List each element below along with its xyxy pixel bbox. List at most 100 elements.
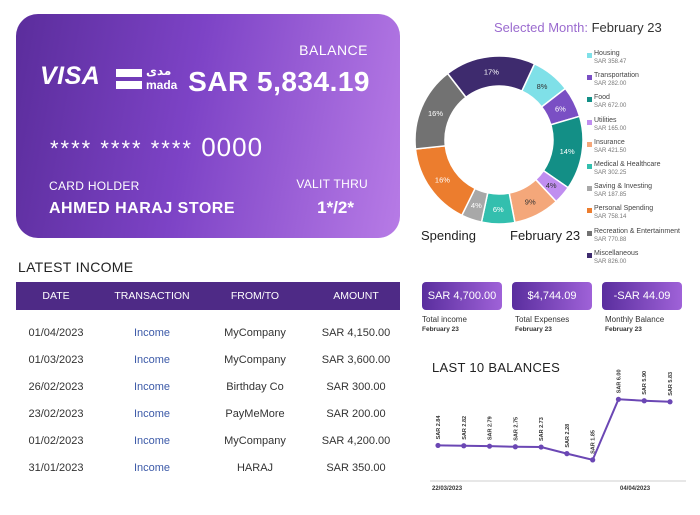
legend-name: Food [594, 94, 610, 102]
mada-arabic-text: مدى [146, 64, 172, 78]
legend-item: Miscellaneous SAR 826.00 [587, 250, 697, 272]
balance-point-label: SAR 2.28 [565, 424, 571, 448]
balances-start-date: 22/03/2023 [432, 486, 463, 492]
total-expenses-label: Total Expenses [515, 315, 570, 324]
legend-swatch [587, 186, 592, 192]
legend-swatch [587, 53, 592, 58]
balance-point [615, 396, 622, 402]
donut-slice-label: 4% [546, 181, 557, 190]
balance-point [667, 399, 673, 405]
legend-amount: SAR 758.14 [594, 214, 627, 221]
spending-label: Spending [421, 228, 476, 243]
mada-english-text: mada [146, 78, 178, 92]
legend-item: Saving & Investing SAR 187.85 [587, 183, 697, 205]
legend-item: Transportation SAR 282.00 [587, 72, 697, 94]
legend-name: Transportation [594, 72, 639, 80]
balance-point-label: SAR 2.84 [436, 415, 442, 440]
monthly-balance-label: Monthly Balance [605, 315, 665, 324]
legend-name: Insurance [594, 138, 625, 146]
legend-amount: SAR 165.00 [594, 125, 627, 132]
row-amount: SAR 300.00 [326, 381, 386, 393]
header-amount: AMOUNT [333, 290, 379, 302]
row-amount: SAR 3,600.00 [321, 354, 391, 366]
row-transaction: Income [133, 462, 171, 474]
row-amount: SAR 350.00 [326, 462, 386, 474]
balance-point-label: SAR 5.83 [668, 372, 674, 396]
donut-slice-label: 9% [525, 198, 536, 207]
row-transaction: Income [133, 354, 171, 366]
balances-line-chart: SAR 2.84 SAR 2.82 SAR 2.79 SAR 2.75 SAR 2.73… [430, 369, 686, 482]
visa-logo: VISA [40, 62, 101, 90]
mada-bars-icon [116, 69, 142, 89]
monthly-balance-box: -SAR 44.09 [602, 282, 682, 310]
donut-slice [446, 55, 536, 99]
total-income-month: February 23 [422, 326, 459, 333]
spending-legend: Housing SAR 358.47 Transportation SAR 282.0… [587, 50, 697, 272]
balance-point [486, 443, 493, 449]
header-date: DATE [42, 290, 70, 302]
mada-logo: مدى mada [116, 64, 180, 92]
legend-amount: SAR 302.25 [594, 169, 627, 176]
legend-amount: SAR 358.47 [594, 59, 627, 65]
donut-slice-label: 6% [555, 105, 566, 114]
legend-amount: SAR 826.00 [594, 258, 627, 265]
row-date: 01/04/2023 [28, 327, 84, 339]
donut-slice-label: 16% [435, 176, 450, 185]
row-transaction: Income [133, 408, 171, 420]
legend-name: Housing [594, 50, 620, 57]
balance-point-label: SAR 2.75 [513, 417, 519, 441]
bank-card: VISA مدى mada BALANCE SAR 5,834.19 **** … [16, 14, 400, 238]
donut-slice-label: 8% [537, 82, 548, 91]
balance-point-label: SAR 2.73 [539, 417, 545, 441]
card-number-last: 0000 [201, 132, 264, 162]
table-row: 01/03/2023 Income MyCompany SAR 3,600.00 [16, 347, 400, 374]
card-holder-name: AHMED HARAJ STORE [49, 200, 235, 217]
balance-value: SAR 5,834.19 [188, 66, 370, 97]
legend-amount: SAR 770.88 [594, 236, 627, 243]
table-row: 01/04/2023 Income MyCompany SAR 4,150.00 [16, 320, 400, 347]
legend-swatch [587, 208, 592, 214]
row-amount: SAR 4,150.00 [321, 327, 391, 339]
card-number-masked: **** **** **** [50, 136, 193, 161]
row-date: 23/02/2023 [28, 408, 84, 420]
row-date: 01/02/2023 [28, 435, 84, 447]
card-holder-label: CARD HOLDER [49, 179, 140, 193]
legend-amount: SAR 187.85 [594, 192, 627, 199]
income-table-header: DATE TRANSACTION FROM/TO AMOUNT [16, 282, 400, 310]
spending-donut-chart: 8% 6% 14% 4% 9% 6% 4% 16% 16% 17% [414, 55, 584, 225]
valid-thru-label: VALIT THRU [296, 177, 368, 191]
balance-point [641, 398, 647, 404]
row-amount: SAR 4,200.00 [321, 435, 391, 447]
legend-swatch [587, 163, 592, 169]
monthly-balance-month: February 23 [605, 326, 642, 333]
balance-point-label: SAR 1.85 [591, 430, 597, 454]
donut-slice-label: 16% [428, 109, 443, 118]
legend-item: Food SAR 672.00 [587, 94, 697, 116]
row-transaction: Income [133, 381, 171, 393]
last-balances-title: LAST 10 BALANCES [432, 360, 561, 375]
row-date: 01/03/2023 [28, 354, 84, 366]
legend-swatch [587, 75, 592, 81]
legend-name: Medical & Healthcare [594, 160, 661, 168]
row-date: 26/02/2023 [28, 381, 84, 393]
card-number: **** **** **** 0000 [50, 132, 263, 163]
latest-income-title: LATEST INCOME [18, 259, 134, 275]
balance-point-label: SAR 2.79 [488, 416, 494, 440]
total-income-box: SAR 4,700.00 [422, 282, 502, 310]
header-from-to: FROM/TO [230, 290, 280, 302]
table-row: 31/01/2023 Income HARAJ SAR 350.00 [16, 455, 400, 482]
table-row: 01/02/2023 Income MyCompany SAR 4,200.00 [16, 428, 400, 455]
balance-point [564, 451, 570, 457]
balance-point [435, 442, 441, 449]
balances-end-date: 04/04/2023 [620, 486, 651, 492]
valid-thru-value: 1*/2* [317, 198, 354, 217]
legend-name: Miscellaneous [594, 249, 639, 257]
legend-swatch [587, 252, 592, 258]
selected-month-value: February 23 [591, 20, 662, 35]
legend-item: Utilities SAR 165.00 [587, 117, 697, 139]
balance-point-label: SAR 6.00 [616, 369, 622, 393]
legend-name: Saving & Investing [594, 183, 652, 191]
selected-month-label: Selected Month: [494, 20, 588, 35]
legend-item: Housing SAR 358.47 [587, 50, 697, 72]
balance-point-label: SAR 5.90 [642, 371, 648, 395]
